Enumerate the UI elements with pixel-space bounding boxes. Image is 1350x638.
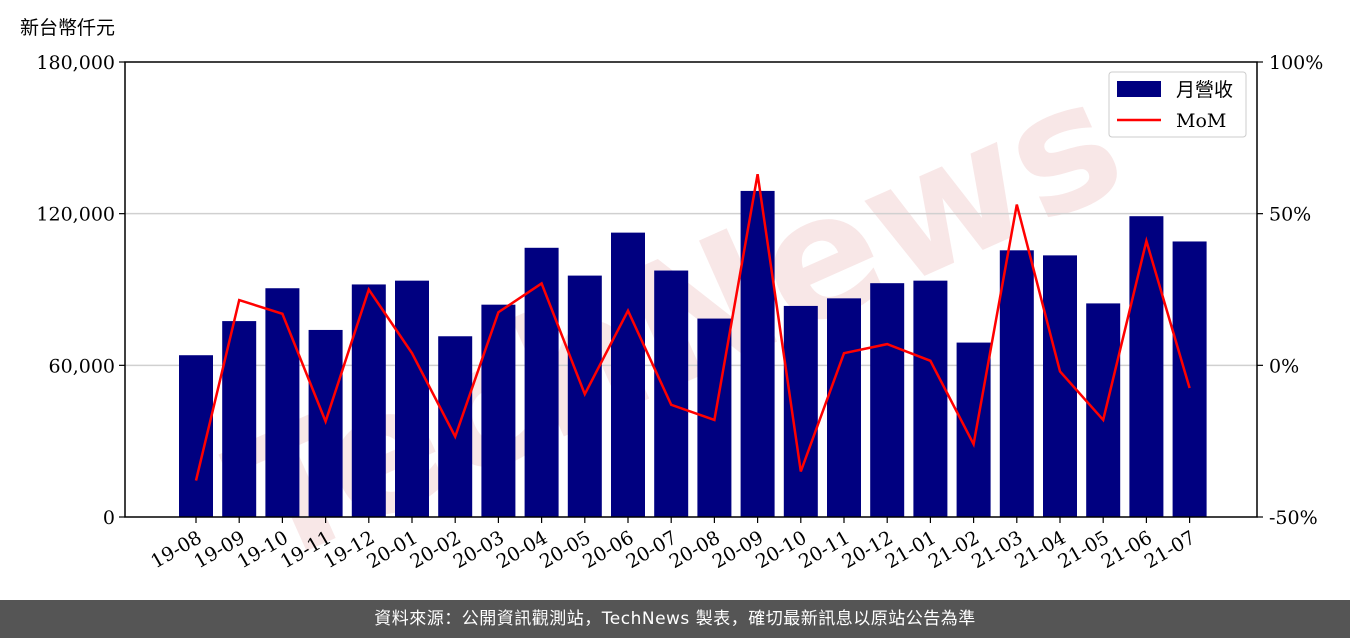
left-tick-label: 60,000	[49, 355, 115, 377]
revenue-bar	[438, 336, 473, 517]
left-axis: 0 60,000 120,000 180,000	[36, 52, 125, 529]
revenue-bar	[956, 342, 991, 517]
left-tick-label: 120,000	[36, 204, 115, 226]
right-tick-label: 0%	[1269, 355, 1299, 377]
unit-label: 新台幣仟元	[20, 17, 115, 39]
legend-line-label: MoM	[1176, 110, 1226, 132]
revenue-bar	[999, 250, 1034, 517]
right-tick-label: 50%	[1269, 204, 1311, 226]
revenue-bar	[1129, 216, 1164, 517]
revenue-bar	[481, 304, 516, 517]
right-tick-label: 100%	[1269, 52, 1323, 74]
right-axis: -50% 0% 50% 100%	[1257, 52, 1323, 529]
revenue-bar	[783, 305, 818, 517]
revenue-bar	[913, 280, 948, 517]
legend-bar-label: 月營收	[1176, 79, 1233, 101]
left-tick-label: 0	[103, 507, 115, 529]
mom-series	[194, 174, 1191, 481]
x-tick-label: 21-07	[1141, 527, 1199, 573]
source-footer: 資料來源：公開資訊觀測站，TechNews 製表，確切最新訊息以原站公告為準	[0, 600, 1350, 638]
mom-line	[194, 174, 1191, 481]
revenue-bar	[611, 232, 645, 517]
revenue-bar	[351, 284, 386, 517]
legend: 月營收 MoM	[1108, 71, 1247, 138]
legend-bar-swatch	[1117, 81, 1161, 97]
revenue-bar	[870, 283, 905, 517]
left-tick-label: 180,000	[36, 52, 115, 74]
revenue-bar	[222, 321, 257, 517]
revenue-bar	[524, 247, 559, 517]
revenue-bar	[1043, 255, 1077, 517]
revenue-bar	[1086, 303, 1121, 517]
revenue-bar	[1172, 241, 1207, 517]
revenue-bar	[395, 280, 429, 517]
revenue-bar	[827, 298, 861, 517]
plot-frame	[124, 61, 1258, 518]
revenue-bar	[265, 288, 300, 517]
right-tick-label: -50%	[1269, 507, 1318, 529]
bar-series	[179, 190, 1207, 517]
revenue-bar	[654, 270, 689, 517]
